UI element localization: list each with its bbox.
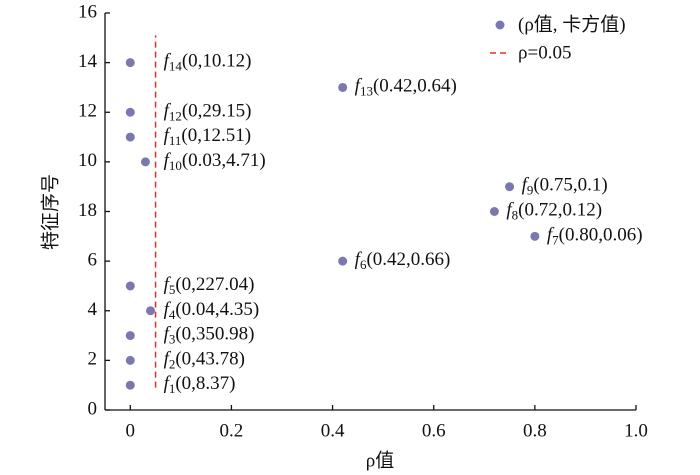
x-tick-label: 0.8	[523, 420, 547, 441]
point-label: f11(0,12.51)	[164, 125, 251, 148]
label-coords: (0.03,4.71)	[182, 150, 266, 171]
point-label: f4(0.04,4.35)	[164, 299, 260, 322]
point	[125, 132, 135, 142]
label-subscript: 14	[169, 59, 183, 74]
y-tick-label: 2	[88, 349, 98, 370]
point-label: f1(0,8.37)	[164, 374, 236, 397]
point-label: f2(0,43.78)	[164, 349, 245, 372]
point	[125, 380, 135, 390]
label-coords: (0,8.37)	[175, 374, 235, 395]
point	[146, 306, 156, 316]
y-tick-label: 6	[88, 249, 98, 270]
x-tick-label: 1.0	[624, 420, 648, 441]
label-coords: (0,227.04)	[175, 274, 254, 295]
point	[125, 58, 135, 68]
label-prefix: f	[547, 225, 555, 246]
label-coords: (0,10.12)	[182, 51, 252, 72]
x-tick-label: 0	[126, 420, 136, 441]
y-tick-label: 12	[78, 101, 97, 122]
y-tick-label: 16	[78, 1, 97, 22]
label-coords: (0,43.78)	[175, 349, 245, 370]
label-prefix: f	[522, 175, 530, 196]
label-prefix: f	[164, 101, 172, 122]
x-tick-label: 0.4	[321, 420, 345, 441]
label-subscript: 1	[169, 381, 176, 396]
point	[125, 331, 135, 341]
label-coords: (0,12.51)	[181, 125, 251, 146]
label-prefix: f	[355, 76, 363, 97]
x-axis-label: ρ值	[366, 449, 394, 471]
label-prefix: f	[164, 150, 172, 171]
label-coords: (0.80,0.06)	[559, 225, 643, 246]
x-tick-label: 0.6	[422, 420, 446, 441]
label-coords: (0.42,0.66)	[366, 249, 450, 270]
y-tick-label: 0	[88, 398, 98, 419]
label-coords: (0.72,0.12)	[518, 200, 602, 221]
label-prefix: f	[164, 374, 172, 395]
label-prefix: f	[164, 349, 172, 370]
point-label: f13(0.42,0.64)	[355, 76, 457, 99]
point-label: f6(0.42,0.66)	[355, 249, 451, 272]
label-subscript: 3	[169, 332, 176, 347]
label-coords: (0.42,0.64)	[373, 76, 457, 97]
label-coords: (0.75,0.1)	[533, 175, 607, 196]
label-prefix: f	[164, 125, 172, 146]
y-tick-label: 10	[78, 150, 97, 171]
label-prefix: f	[164, 274, 172, 295]
point	[338, 256, 348, 266]
point	[125, 281, 135, 291]
point-label: f10(0.03,4.71)	[164, 150, 266, 173]
x-tick-label: 0.2	[220, 420, 244, 441]
legend-label: (ρ值, 卡方值)	[518, 13, 626, 35]
label-coords: (0,350.98)	[175, 324, 254, 345]
point-label: f14(0,10.12)	[164, 51, 252, 74]
label-subscript: 7	[552, 232, 559, 247]
label-prefix: f	[355, 249, 363, 270]
label-subscript: 5	[169, 282, 176, 297]
legend-marker	[495, 20, 505, 30]
label-subscript: 6	[360, 257, 367, 272]
label-prefix: f	[506, 200, 514, 221]
point	[530, 231, 540, 241]
y-tick-label: 18	[78, 200, 97, 221]
label-subscript: 4	[169, 307, 176, 322]
point-label: f3(0,350.98)	[164, 324, 255, 347]
label-prefix: f	[164, 51, 172, 72]
y-tick-label: 4	[88, 299, 98, 320]
label-subscript: 13	[360, 83, 373, 98]
label-subscript: 9	[527, 183, 534, 198]
label-subscript: 2	[169, 356, 176, 371]
point	[489, 207, 499, 216]
point	[505, 182, 515, 192]
point-label: f12(0,29.15)	[164, 101, 252, 124]
point-label: f5(0,227.04)	[164, 274, 255, 297]
label-subscript: 8	[512, 207, 519, 222]
y-axis-label: 特征序号	[39, 174, 61, 250]
label-coords: (0,29.15)	[182, 101, 252, 122]
label-subscript: 11	[169, 133, 182, 148]
point	[125, 107, 135, 117]
label-coords: (0.04,4.35)	[175, 299, 259, 320]
point-label: f9(0.75,0.1)	[522, 175, 608, 198]
point	[125, 355, 135, 365]
legend-label: ρ=0.05	[518, 42, 571, 63]
label-subscript: 12	[169, 108, 182, 123]
y-tick-label: 14	[78, 51, 98, 72]
label-subscript: 10	[169, 158, 182, 173]
point	[338, 82, 348, 92]
point-label: f8(0.72,0.12)	[506, 200, 602, 223]
point	[140, 157, 150, 167]
point-label: f7(0.80,0.06)	[547, 225, 643, 248]
label-prefix: f	[164, 299, 172, 320]
label-prefix: f	[164, 324, 172, 345]
